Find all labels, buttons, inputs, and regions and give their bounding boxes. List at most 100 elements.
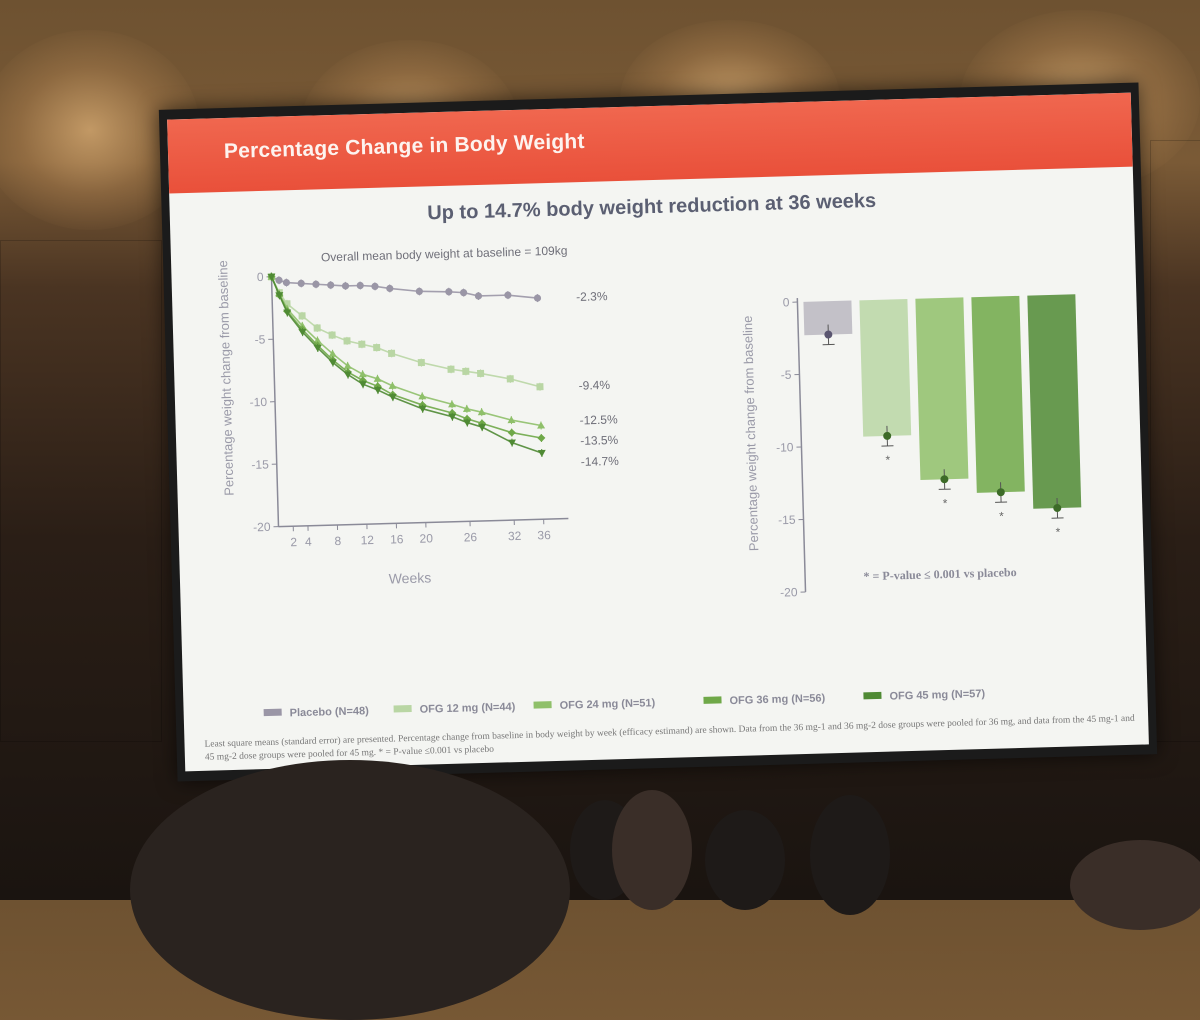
data-point — [538, 450, 546, 457]
x-tick-label: 20 — [419, 531, 433, 545]
audience-head-6 — [1070, 840, 1200, 930]
data-point — [343, 337, 350, 344]
y-tick-label: -20 — [253, 520, 271, 534]
projection-screen: Percentage Change in Body Weight Up to 1… — [159, 82, 1157, 781]
data-point — [298, 312, 305, 319]
legend-label: OFG 45 mg (N=57) — [889, 688, 985, 703]
series-line — [272, 269, 542, 433]
audience-head-3 — [612, 790, 692, 910]
line-chart-y-axis — [271, 273, 278, 527]
series-end-label: -14.7% — [581, 454, 620, 469]
data-point — [534, 294, 541, 301]
y-tick-label: -15 — [251, 457, 269, 471]
baseline-annotation: Overall mean body weight at baseline = 1… — [321, 243, 568, 264]
series-line — [272, 269, 542, 460]
bar-chart: 0 -5 -10 -15 -20 * * * * Percentage weight chan… — [727, 273, 1137, 644]
data-point — [462, 368, 469, 375]
legend-swatch — [394, 705, 412, 712]
bar-chart-y-axis — [797, 298, 805, 592]
data-point — [445, 288, 452, 295]
y-tick-label: -5 — [781, 368, 792, 382]
y-tick-label: 0 — [783, 295, 790, 309]
data-point — [536, 383, 543, 390]
y-tick-label: -10 — [249, 395, 267, 409]
x-tick-label: 8 — [334, 534, 341, 548]
bar — [1027, 294, 1081, 508]
series-end-label: -2.3% — [576, 289, 608, 304]
wall-panel-left — [0, 240, 162, 742]
legend-label: OFG 24 mg (N=51) — [559, 697, 655, 712]
x-tick-label: 32 — [508, 529, 522, 543]
data-point — [327, 281, 334, 288]
y-tick-label: -20 — [780, 585, 798, 599]
series-end-label: -13.5% — [580, 433, 619, 448]
data-point — [358, 341, 365, 348]
data-point — [283, 279, 290, 286]
legend-swatch — [533, 701, 551, 708]
data-point — [447, 366, 454, 373]
legend-swatch — [703, 696, 721, 703]
x-tick-label: 26 — [464, 530, 478, 544]
slide-header: Percentage Change in Body Weight — [167, 93, 1133, 194]
data-point — [388, 350, 395, 357]
legend-label: OFG 36 mg (N=56) — [729, 692, 825, 707]
legend-label: OFG 12 mg (N=44) — [419, 701, 515, 716]
slide-title: Percentage Change in Body Weight — [224, 130, 585, 164]
significance-note: * = P-value ≤ 0.001 vs placebo — [863, 565, 1016, 583]
legend-label: Placebo (N=48) — [290, 705, 370, 719]
audience-head-5 — [810, 795, 890, 915]
series-line — [272, 269, 540, 394]
line-chart-xlabel: Weeks — [388, 569, 431, 586]
data-point — [477, 370, 484, 377]
x-tick-label: 12 — [360, 533, 374, 547]
data-point — [312, 281, 319, 288]
legend-swatch — [863, 692, 881, 699]
audience-head-1 — [130, 760, 570, 1020]
significance-star: * — [999, 509, 1004, 523]
data-point — [275, 277, 282, 284]
data-point — [386, 285, 393, 292]
series-end-label: -12.5% — [579, 412, 618, 427]
x-tick-label: 2 — [290, 535, 297, 549]
line-chart-ylabel: Percentage weight change from baseline — [215, 260, 237, 496]
slide-subtitle: Up to 14.7% body weight reduction at 36 … — [170, 183, 1134, 233]
significance-star: * — [885, 453, 890, 467]
bar-chart-ylabel: Percentage weight change from baseline — [740, 315, 762, 551]
data-point — [475, 292, 482, 299]
bar — [859, 299, 911, 437]
data-point — [508, 428, 516, 436]
data-point — [373, 344, 380, 351]
legend-swatch — [264, 709, 282, 716]
data-point — [504, 291, 511, 298]
data-point — [329, 331, 336, 338]
series-line — [272, 269, 538, 305]
data-point — [342, 282, 349, 289]
significance-star: * — [1055, 525, 1060, 539]
series-end-label: -9.4% — [578, 378, 610, 393]
line-chart-x-axis — [278, 519, 568, 527]
audience-head-4 — [705, 810, 785, 910]
y-tick-label: -10 — [776, 440, 794, 454]
bar — [971, 296, 1024, 493]
bar — [915, 297, 968, 480]
x-tick-label: 4 — [305, 535, 312, 549]
y-tick-label: -5 — [254, 332, 265, 346]
y-tick-label: 0 — [257, 270, 264, 284]
significance-star: * — [943, 496, 948, 510]
slide: Percentage Change in Body Weight Up to 1… — [167, 93, 1149, 772]
data-point — [478, 424, 486, 431]
line-chart: Overall mean body weight at baseline = 1… — [170, 226, 660, 619]
data-point — [371, 283, 378, 290]
data-point — [297, 280, 304, 287]
x-tick-label: 36 — [537, 528, 551, 542]
data-point — [460, 289, 467, 296]
wall-panel-right — [1150, 140, 1200, 742]
data-point — [359, 370, 367, 377]
y-tick-label: -15 — [778, 513, 796, 527]
data-point — [507, 375, 514, 382]
data-point — [357, 282, 364, 289]
data-point — [418, 359, 425, 366]
data-point — [537, 434, 545, 442]
data-point — [314, 324, 321, 331]
data-point — [344, 372, 352, 379]
